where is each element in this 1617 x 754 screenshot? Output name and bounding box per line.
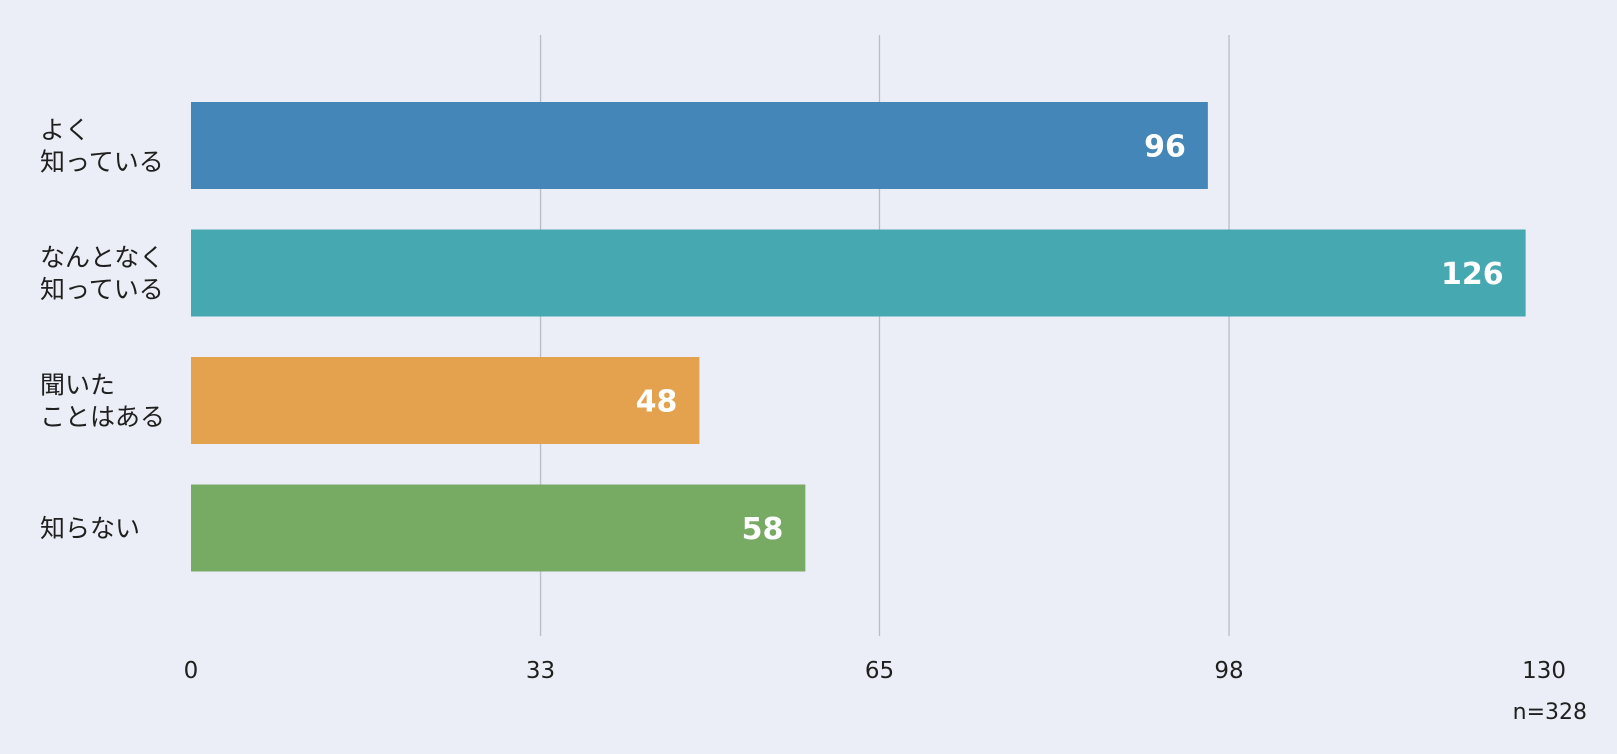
bar bbox=[191, 357, 700, 444]
bar-value-label: 96 bbox=[1144, 130, 1186, 165]
x-tick-label: 65 bbox=[865, 658, 894, 684]
bar-value-label: 48 bbox=[636, 385, 678, 420]
x-tick-label: 33 bbox=[526, 658, 555, 684]
x-tick-label: 98 bbox=[1214, 658, 1243, 684]
bar-value-label: 58 bbox=[742, 512, 784, 547]
bar bbox=[191, 484, 806, 572]
sample-size-note: n=328 bbox=[1513, 700, 1587, 725]
x-tick-label: 130 bbox=[1522, 658, 1566, 684]
category-label: よく知っている bbox=[40, 116, 164, 177]
category-label: 聞いたことはある bbox=[40, 371, 165, 432]
bar-value-label: 126 bbox=[1441, 257, 1504, 292]
bars: 96 126 48 58 bbox=[191, 102, 1526, 572]
x-axis-ticks: 0 33 65 98 130 bbox=[184, 658, 1566, 684]
category-label: なんとなく知っている bbox=[40, 243, 164, 304]
category-label: 知らない bbox=[40, 514, 140, 543]
x-tick-label: 0 bbox=[184, 658, 199, 684]
bar bbox=[191, 229, 1526, 317]
bar bbox=[191, 102, 1208, 189]
